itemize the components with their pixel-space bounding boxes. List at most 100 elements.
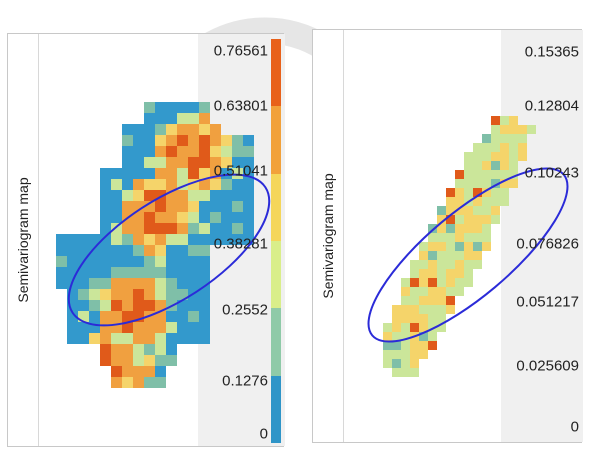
map-cell — [188, 135, 199, 146]
map-cell — [89, 300, 100, 311]
map-cell — [133, 146, 144, 157]
map-cell — [243, 135, 254, 146]
map-cell — [100, 278, 111, 289]
map-cell — [122, 289, 133, 300]
map-cell — [166, 212, 177, 223]
map-cell — [221, 212, 232, 223]
map-cell — [155, 245, 166, 256]
map-cell — [232, 223, 243, 234]
map-cell — [221, 135, 232, 146]
map-cell — [199, 124, 210, 135]
map-cell — [446, 305, 455, 314]
map-cell — [437, 269, 446, 278]
semivariogram-map[interactable] — [313, 30, 583, 444]
map-cell — [155, 201, 166, 212]
map-cell — [133, 223, 144, 234]
map-cell — [199, 146, 210, 157]
map-cell — [133, 168, 144, 179]
map-cell — [122, 135, 133, 146]
map-cell — [455, 215, 464, 224]
map-cell — [155, 355, 166, 366]
map-cell — [455, 197, 464, 206]
map-cell — [155, 135, 166, 146]
map-cell — [133, 267, 144, 278]
map-cell — [199, 267, 210, 278]
map-cell — [67, 322, 78, 333]
map-cell — [177, 245, 188, 256]
map-cell — [232, 234, 243, 245]
map-cell — [144, 201, 155, 212]
map-cell — [67, 311, 78, 322]
map-cell — [401, 287, 410, 296]
map-cell — [78, 267, 89, 278]
map-cell — [188, 300, 199, 311]
map-cell — [199, 289, 210, 300]
map-cell — [188, 201, 199, 212]
map-cell — [437, 251, 446, 260]
map-cell — [111, 267, 122, 278]
color-scale-segment — [271, 375, 281, 444]
map-cell — [155, 157, 166, 168]
map-cell — [111, 300, 122, 311]
map-cell — [464, 233, 473, 242]
map-cell — [166, 344, 177, 355]
map-cell — [144, 267, 155, 278]
map-cell — [122, 157, 133, 168]
map-cell — [89, 234, 100, 245]
map-cell — [491, 134, 500, 143]
map-cell — [518, 125, 527, 134]
map-cell — [419, 332, 428, 341]
map-cell — [232, 190, 243, 201]
legend-tick: 0.38281 — [213, 235, 268, 253]
map-cell — [221, 157, 232, 168]
map-cell — [67, 245, 78, 256]
legend-tick: 0.76561 — [213, 42, 268, 60]
semivariogram-map[interactable] — [8, 34, 285, 448]
map-cell — [133, 201, 144, 212]
map-cell — [500, 179, 509, 188]
map-cell — [437, 206, 446, 215]
map-cell — [100, 234, 111, 245]
map-cell — [491, 179, 500, 188]
map-cell — [243, 190, 254, 201]
y-axis-strip: Semivariogram map — [313, 30, 344, 442]
map-cell — [188, 190, 199, 201]
legend-tick: 0.12804 — [524, 97, 579, 115]
map-cell — [482, 134, 491, 143]
color-scale-segment — [271, 308, 281, 377]
map-cell — [100, 201, 111, 212]
map-cell — [122, 256, 133, 267]
map-cell — [155, 124, 166, 135]
map-cell — [166, 135, 177, 146]
map-cell — [122, 223, 133, 234]
map-cell — [144, 322, 155, 333]
map-cell — [464, 206, 473, 215]
map-cell — [67, 234, 78, 245]
map-cell — [155, 102, 166, 113]
map-cell — [78, 245, 89, 256]
map-cell — [401, 278, 410, 287]
map-cell — [473, 188, 482, 197]
map-cell — [122, 300, 133, 311]
map-cell — [437, 278, 446, 287]
map-cell — [491, 125, 500, 134]
map-cell — [232, 201, 243, 212]
map-cell — [155, 267, 166, 278]
map-cell — [166, 322, 177, 333]
map-cell — [111, 234, 122, 245]
map-cell — [111, 377, 122, 388]
map-cell — [509, 125, 518, 134]
map-cell — [133, 179, 144, 190]
map-cell — [155, 333, 166, 344]
map-cell — [155, 322, 166, 333]
map-cell — [232, 135, 243, 146]
map-cell — [392, 341, 401, 350]
map-cell — [177, 102, 188, 113]
map-cell — [155, 366, 166, 377]
map-cell — [446, 278, 455, 287]
map-cell — [401, 305, 410, 314]
map-cell — [428, 323, 437, 332]
map-cell — [243, 168, 254, 179]
map-cell — [473, 152, 482, 161]
map-cell — [419, 278, 428, 287]
